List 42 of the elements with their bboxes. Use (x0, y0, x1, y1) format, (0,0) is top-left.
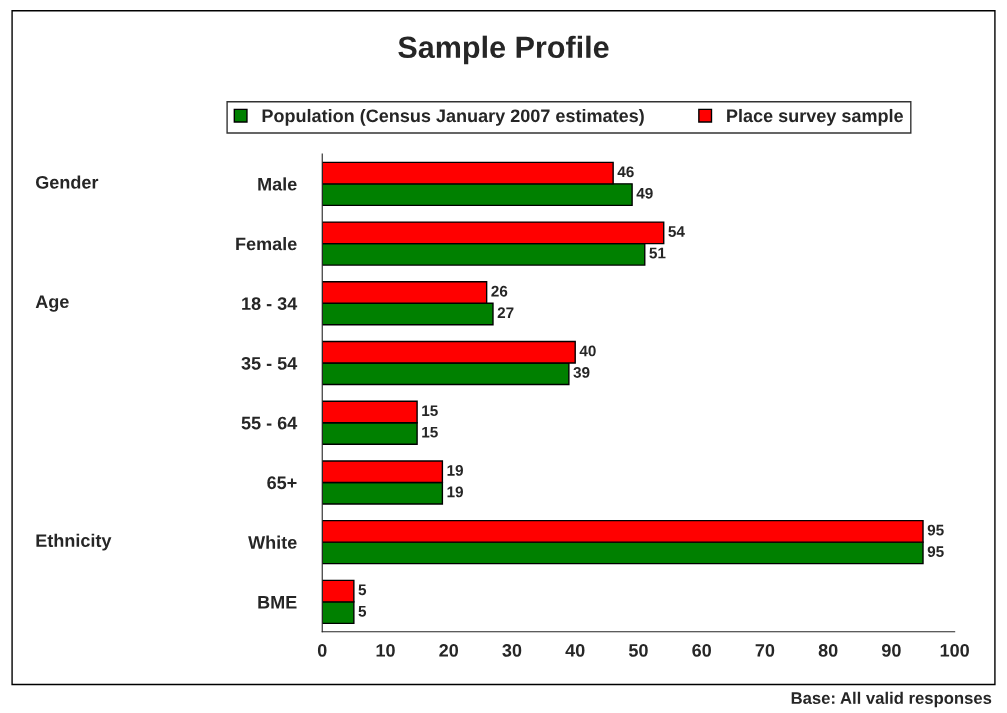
data-label: 5 (358, 584, 367, 596)
x-tick-label: 40 (565, 644, 585, 657)
data-label: 95 (927, 524, 944, 536)
text: Ethnicity (36, 533, 112, 551)
x-tick-label: 60 (692, 644, 711, 657)
x-tick-label: 70 (755, 644, 775, 657)
y-tick-label: BME (258, 595, 297, 609)
data-label: 95 (927, 546, 944, 557)
chart-title: Sample Profile (398, 35, 609, 65)
x-tick-label: 50 (628, 644, 648, 657)
data-label: 40 (579, 345, 596, 357)
text: Gender (35, 175, 99, 189)
data-label: 19 (447, 486, 463, 498)
x-tick-label: 30 (502, 644, 522, 657)
x-tick-label: 0 (317, 644, 327, 657)
x-tick-label: 100 (940, 644, 969, 657)
data-label: 26 (491, 285, 508, 297)
data-label: 19 (447, 464, 463, 476)
y-tick-label: 55 - 64 (241, 416, 298, 430)
data-label: 39 (573, 367, 590, 378)
data-label: 15 (422, 426, 438, 438)
x-tick-label: 80 (818, 644, 838, 657)
legend-label: Place survey sample (727, 108, 903, 126)
text: Base: All valid responses (791, 691, 992, 708)
y-tick-label: Male (258, 177, 297, 191)
y-tick-label: White (248, 535, 297, 549)
y-tick-label: Female (236, 237, 297, 251)
y-tick-label: 18 - 34 (242, 297, 298, 311)
y-tick-label: 35 - 54 (241, 356, 298, 370)
data-label: 5 (358, 606, 367, 617)
data-label: 15 (422, 405, 438, 417)
data-label: 49 (636, 187, 653, 199)
x-tick-label: 90 (881, 644, 901, 657)
legend-label: Population (Census January 2007 estimates) (262, 108, 644, 126)
data-label: 46 (617, 166, 634, 178)
x-tick-label: 10 (376, 644, 395, 657)
data-label: 54 (668, 226, 685, 237)
x-tick-label: 20 (439, 644, 459, 657)
text: Age (35, 295, 69, 312)
data-label: 51 (649, 247, 666, 259)
data-label: 27 (497, 307, 514, 318)
y-tick-label: 65+ (267, 476, 297, 490)
